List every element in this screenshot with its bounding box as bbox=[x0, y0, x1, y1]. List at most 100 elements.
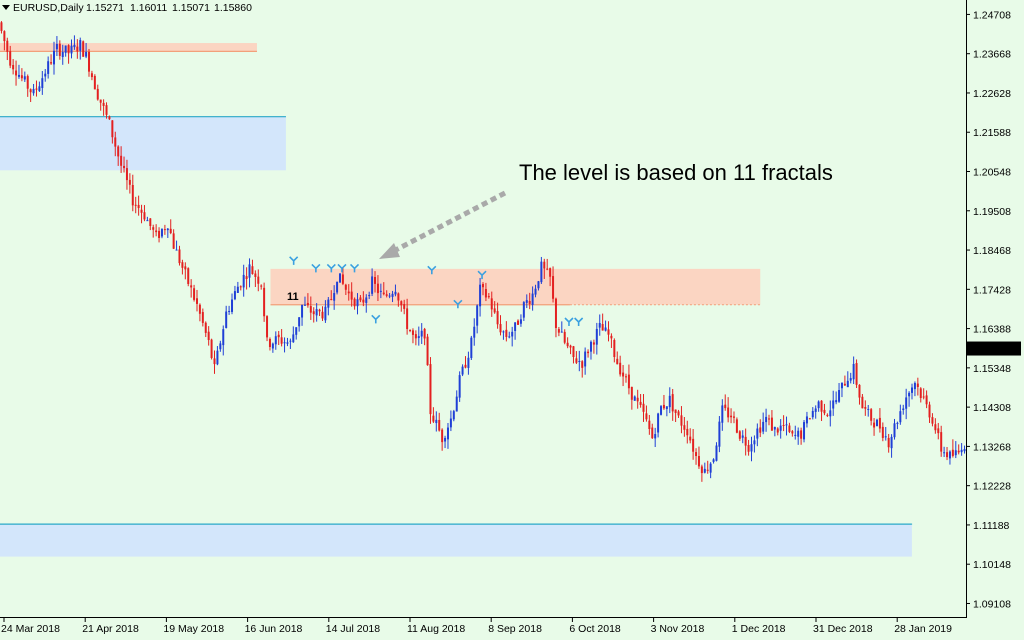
bearish-candle bbox=[397, 293, 399, 300]
bearish-candle bbox=[254, 274, 256, 277]
bearish-candle bbox=[917, 384, 919, 387]
current-price-label: 1.15860 bbox=[972, 344, 1010, 356]
bearish-candle bbox=[567, 343, 569, 346]
bullish-candle bbox=[79, 40, 81, 51]
bearish-candle bbox=[587, 352, 589, 353]
bullish-candle bbox=[914, 383, 916, 389]
bullish-candle bbox=[599, 323, 601, 328]
bearish-candle bbox=[9, 51, 11, 65]
bearish-candle bbox=[631, 387, 633, 400]
bearish-candle bbox=[549, 268, 551, 277]
bullish-candle bbox=[943, 452, 945, 453]
bearish-candle bbox=[348, 292, 350, 294]
current-price-tag: 1.15860 bbox=[967, 342, 1021, 356]
time-tick-label: 6 Oct 2018 bbox=[569, 623, 621, 635]
time-tick-label: 1 Dec 2018 bbox=[732, 623, 786, 635]
bearish-candle bbox=[129, 180, 131, 185]
bearish-candle bbox=[374, 277, 376, 284]
bearish-candle bbox=[724, 405, 726, 408]
bearish-candle bbox=[173, 233, 175, 248]
price-tick-label: 1.20548 bbox=[973, 167, 1011, 179]
demand-zone-1 bbox=[0, 117, 286, 171]
bearish-candle bbox=[826, 415, 828, 416]
price-tick-label: 1.12228 bbox=[973, 481, 1011, 493]
bearish-candle bbox=[619, 363, 621, 375]
bearish-candle bbox=[873, 423, 875, 428]
bearish-candle bbox=[281, 337, 283, 343]
bearish-candle bbox=[923, 396, 925, 397]
bearish-candle bbox=[958, 451, 960, 453]
bullish-candle bbox=[710, 464, 712, 473]
bullish-candle bbox=[841, 383, 843, 389]
demand-zone-3 bbox=[0, 524, 912, 556]
bullish-candle bbox=[905, 397, 907, 408]
bearish-candle bbox=[321, 312, 323, 319]
bearish-candle bbox=[686, 429, 688, 435]
bullish-candle bbox=[286, 342, 288, 343]
annotation-text: The level is based on 11 fractals bbox=[519, 160, 833, 185]
bullish-candle bbox=[867, 409, 869, 410]
bullish-candle bbox=[41, 78, 43, 88]
bullish-candle bbox=[85, 52, 87, 57]
bearish-candle bbox=[97, 89, 99, 100]
bullish-candle bbox=[249, 264, 251, 277]
bullish-candle bbox=[272, 344, 274, 349]
bullish-candle bbox=[339, 273, 341, 282]
bearish-candle bbox=[637, 398, 639, 402]
bullish-candle bbox=[514, 322, 516, 331]
price-tick-label: 1.13268 bbox=[973, 441, 1011, 453]
time-tick-label: 11 Aug 2018 bbox=[407, 623, 465, 635]
bullish-candle bbox=[298, 317, 300, 326]
bullish-candle bbox=[896, 423, 898, 424]
bullish-candle bbox=[453, 411, 455, 419]
bearish-candle bbox=[100, 100, 102, 103]
bullish-candle bbox=[964, 449, 966, 451]
bearish-candle bbox=[111, 120, 113, 137]
bearish-candle bbox=[572, 346, 574, 357]
bearish-candle bbox=[844, 384, 846, 386]
time-tick-label: 28 Jan 2019 bbox=[894, 623, 952, 635]
bearish-candle bbox=[68, 45, 70, 53]
bearish-candle bbox=[6, 41, 8, 52]
bearish-candle bbox=[278, 335, 280, 337]
bullish-candle bbox=[853, 364, 855, 379]
bearish-candle bbox=[406, 308, 408, 329]
bearish-candle bbox=[701, 466, 703, 473]
bearish-candle bbox=[181, 262, 183, 268]
bullish-candle bbox=[829, 410, 831, 416]
bullish-candle bbox=[893, 423, 895, 437]
bullish-candle bbox=[832, 400, 834, 408]
bearish-candle bbox=[269, 339, 271, 347]
bearish-candle bbox=[564, 332, 566, 343]
bearish-candle bbox=[199, 305, 201, 314]
bearish-candle bbox=[555, 299, 557, 328]
bearish-candle bbox=[861, 397, 863, 408]
bullish-candle bbox=[18, 75, 20, 77]
bearish-candle bbox=[386, 294, 388, 296]
bearish-candle bbox=[616, 359, 618, 364]
bullish-candle bbox=[891, 437, 893, 448]
bearish-candle bbox=[377, 284, 379, 293]
level-count-label: 11 bbox=[287, 291, 299, 303]
bearish-candle bbox=[91, 73, 93, 77]
time-tick-label: 3 Nov 2018 bbox=[651, 623, 705, 635]
time-tick-label: 24 Mar 2018 bbox=[1, 623, 60, 635]
bearish-candle bbox=[625, 376, 627, 377]
bearish-candle bbox=[354, 299, 356, 306]
price-tick-label: 1.11188 bbox=[973, 520, 1010, 532]
bullish-candle bbox=[797, 431, 799, 437]
bearish-candle bbox=[427, 337, 429, 366]
bearish-candle bbox=[138, 205, 140, 208]
bullish-candle bbox=[955, 450, 957, 455]
bullish-candle bbox=[216, 351, 218, 365]
bullish-candle bbox=[394, 292, 396, 295]
bullish-candle bbox=[473, 327, 475, 338]
bullish-candle bbox=[301, 305, 303, 318]
bullish-candle bbox=[333, 293, 335, 301]
bullish-candle bbox=[949, 452, 951, 459]
bullish-candle bbox=[812, 411, 814, 417]
bearish-candle bbox=[543, 262, 545, 269]
bullish-candle bbox=[219, 343, 221, 349]
price-tick-label: 1.22628 bbox=[973, 88, 1011, 100]
